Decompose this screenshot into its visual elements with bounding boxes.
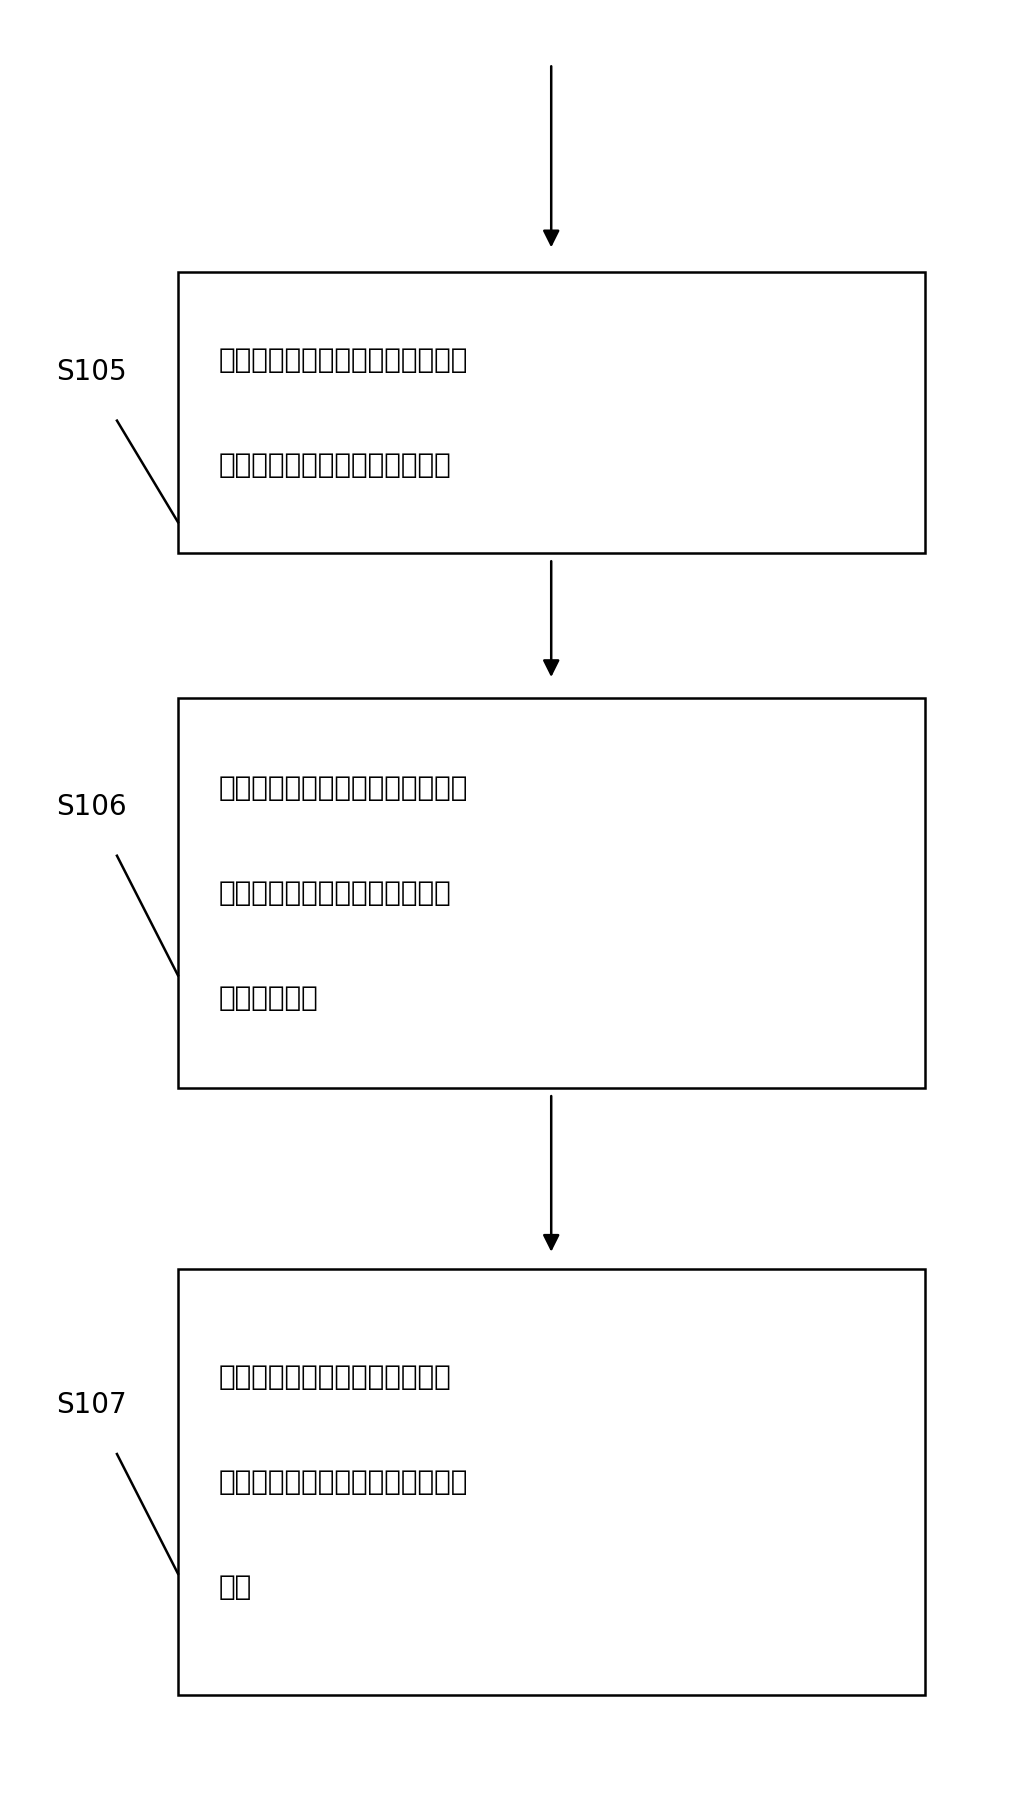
Text: S107: S107 <box>56 1391 126 1420</box>
Text: 结果进行数模转换，输出宽带雷达: 结果进行数模转换，输出宽带雷达 <box>219 1469 468 1496</box>
Text: 先入先出存储器接收波形数据，进: 先入先出存储器接收波形数据，进 <box>219 346 468 373</box>
Text: S106: S106 <box>56 792 126 821</box>
Text: 接口转换器接收速率转换结果，并: 接口转换器接收速率转换结果，并 <box>219 774 468 801</box>
Text: 数模转换器对接口转换器的输出: 数模转换器对接口转换器的输出 <box>219 1363 452 1391</box>
Text: 换，进行输出: 换，进行输出 <box>219 984 318 1012</box>
Bar <box>178 1269 925 1695</box>
Bar <box>178 272 925 553</box>
Text: S105: S105 <box>56 357 126 386</box>
Text: 波形: 波形 <box>219 1574 252 1601</box>
Text: 行速率转换，获得速率转换结果: 行速率转换，获得速率转换结果 <box>219 451 452 479</box>
Bar <box>178 698 925 1088</box>
Text: 进行并串转换和单端到差分的转: 进行并串转换和单端到差分的转 <box>219 879 452 906</box>
